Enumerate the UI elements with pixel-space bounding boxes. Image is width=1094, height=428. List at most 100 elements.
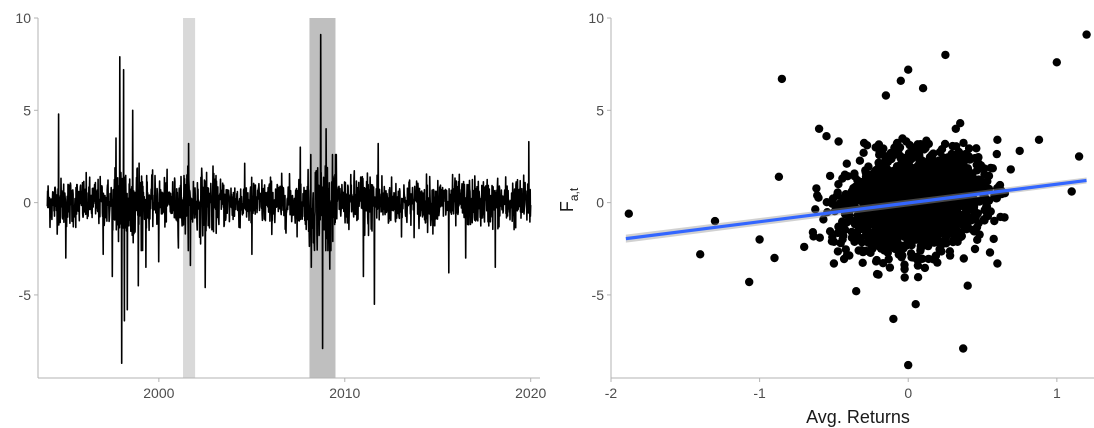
scatter-point (1000, 213, 1009, 222)
scatter-point (880, 179, 889, 188)
scatter-point (943, 153, 953, 162)
scatter-point (990, 216, 999, 226)
scatter-point (945, 251, 955, 260)
y-tick-label: 10 (15, 10, 31, 26)
scatter-point (913, 213, 922, 223)
scatter-point (904, 65, 913, 74)
y-tick-label: -5 (592, 287, 605, 303)
scatter-point (814, 193, 823, 202)
x-axis-title: Avg. Returns (806, 407, 910, 427)
x-tick-label: 2000 (143, 385, 174, 401)
y-axis-title-group: Fa,t (557, 187, 581, 212)
y-axis-title: Fa,t (557, 187, 581, 212)
scatter-point (858, 258, 867, 267)
scatter-point (1006, 165, 1015, 174)
scatter-point (908, 168, 918, 178)
scatter-point (973, 153, 983, 163)
y-tick-label: 5 (23, 102, 31, 118)
scatter-point (939, 212, 949, 222)
scatter-point (822, 132, 831, 141)
scatter-point (1052, 58, 1062, 67)
scatter-point (959, 138, 968, 148)
scatter-point (906, 249, 916, 258)
scatter-point (874, 140, 884, 149)
scatter-point (931, 251, 941, 260)
scatter-point (881, 91, 891, 100)
scatter-point (972, 144, 981, 153)
y-tick-label: 10 (588, 10, 604, 26)
scatter-point (855, 214, 864, 223)
scatter-point (959, 254, 968, 263)
scatter-point (874, 193, 883, 202)
scatter-point (915, 180, 925, 189)
scatter-point (1034, 135, 1044, 144)
scatter-point (915, 150, 924, 160)
scatter-point (971, 213, 980, 222)
scatter-point (875, 228, 884, 237)
scatter-point (855, 195, 864, 204)
scatter-point (966, 176, 975, 185)
x-tick-label: 1 (1053, 385, 1061, 401)
scatter-point (885, 263, 895, 272)
scatter-point (905, 188, 914, 197)
y-ticks: -5 0 5 10 (15, 10, 38, 303)
series-line-group (46, 33, 532, 365)
scatter-point (930, 188, 939, 197)
scatter-point (933, 232, 942, 241)
scatter-point (943, 175, 952, 184)
y-tick-label: -5 (19, 287, 32, 303)
scatter-point (929, 169, 939, 179)
scatter-point (924, 139, 933, 149)
scatter-point (959, 210, 968, 220)
scatter-point (993, 135, 1002, 144)
scatter-point (954, 216, 963, 226)
scatter-point (900, 273, 909, 282)
scatter-point (981, 184, 990, 193)
scatter-point (952, 142, 961, 151)
scatter-point (956, 119, 965, 128)
scatter-panel: -2 -1 0 1 -5 0 5 10 Avg. Returns Fa,t (557, 10, 1094, 427)
x-ticks: -2 -1 0 1 (605, 378, 1061, 401)
scatter-point (875, 150, 884, 159)
scatter-point (710, 216, 720, 226)
scatter-point (904, 239, 913, 248)
scatter-point (825, 171, 835, 181)
scatter-point (859, 148, 868, 157)
scatter-point (949, 236, 958, 245)
scatter-point (896, 151, 905, 161)
scatter-point (924, 254, 933, 264)
x-tick-label: 2010 (329, 385, 360, 401)
scatter-point (884, 254, 893, 264)
scatter-point (770, 253, 779, 263)
scatter-point (755, 235, 764, 244)
scatter-point (931, 157, 940, 166)
scatter-point (822, 198, 831, 207)
scatter-point (975, 197, 984, 206)
scatter-point (834, 180, 843, 189)
scatter-point (836, 239, 845, 248)
scatter-point (904, 149, 914, 158)
scatter-point (814, 124, 824, 133)
scatter-point (696, 250, 705, 259)
scatter-point (864, 237, 873, 246)
scatter-point (970, 244, 980, 254)
y-tick-label: 0 (23, 195, 31, 211)
scatter-point (811, 205, 820, 214)
scatter-point (1074, 152, 1084, 161)
x-tick-label: -2 (605, 385, 618, 401)
x-tick-label: 0 (904, 385, 912, 401)
scatter-point (812, 184, 821, 193)
scatter-point (858, 188, 868, 197)
scatter-point (874, 270, 883, 279)
scatter-point (883, 248, 892, 257)
scatter-point (989, 234, 998, 244)
scatter-point (993, 259, 1002, 268)
scatter-point (982, 202, 991, 211)
scatter-point (963, 217, 972, 227)
scatter-point (745, 277, 754, 287)
scatter-point (902, 137, 911, 146)
scatter-point (924, 241, 933, 251)
scatter-point (937, 204, 947, 213)
scatter-point (863, 230, 873, 239)
